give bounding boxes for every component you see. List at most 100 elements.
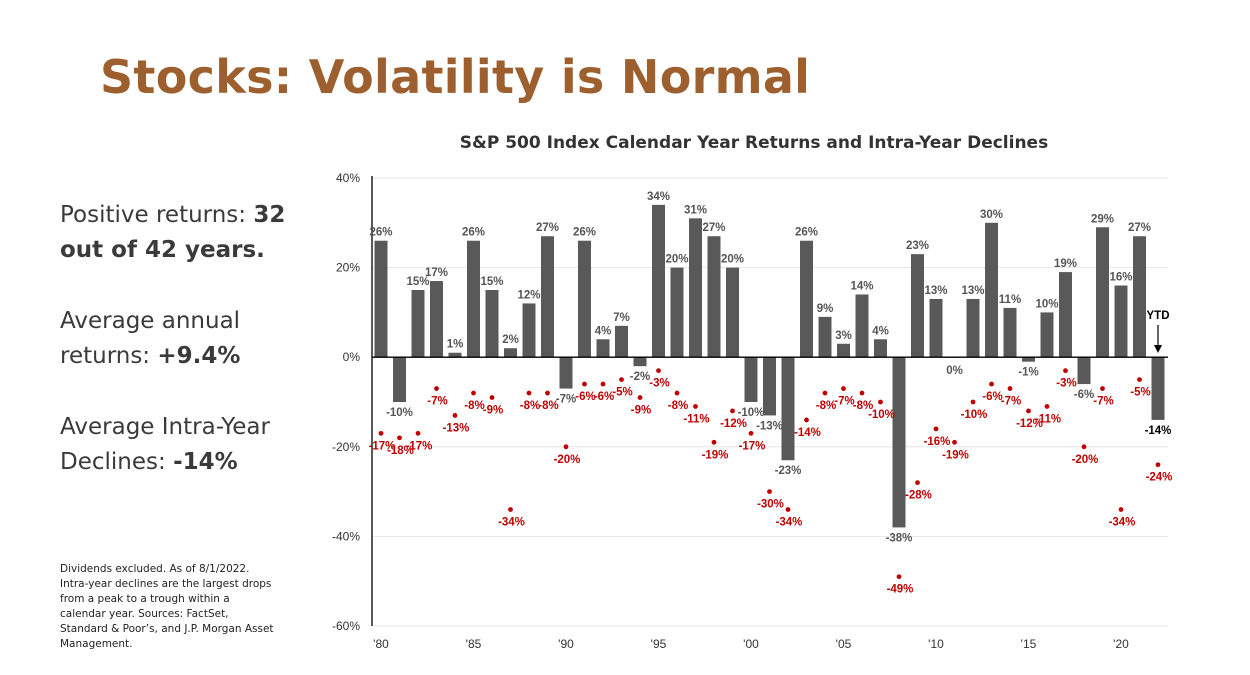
decline-label: -8% [853,400,873,412]
chart-title: S&P 500 Index Calendar Year Returns and … [459,133,1049,153]
decline-label: -8% [538,400,558,412]
return-label: 2% [502,334,519,346]
return-label: 23% [906,240,929,252]
return-label: 30% [980,209,1003,221]
decline-label: -3% [649,378,669,390]
decline-label: -17% [739,440,766,452]
return-bar [1133,236,1146,358]
return-bar [633,357,647,367]
positive-returns-value: 32 out of 42 years. [60,202,286,263]
return-bar [485,290,499,358]
decline-dot [878,399,883,405]
decline-label: -30% [757,499,784,511]
return-label: 13% [924,285,947,297]
return-label: 9% [817,303,834,315]
decline-label: -12% [720,418,747,430]
decline-dot [545,390,550,396]
return-label: 34% [647,191,670,203]
return-label: -10% [738,407,765,419]
decline-label: -6% [594,391,614,403]
return-bar [726,267,739,358]
decline-label: -7% [427,396,447,408]
decline-label: -11% [683,413,709,425]
decline-dot [1137,377,1142,382]
x-tick-label: '90 [558,637,574,651]
decline-label: -34% [1109,517,1136,529]
return-label: -7% [556,394,576,406]
decline-dot [1007,386,1013,391]
decline-label: -6% [982,391,1002,403]
return-label: -14% [1145,425,1172,437]
ytd-label: YTD [1147,310,1170,322]
decline-dot [508,507,513,512]
return-bar [1096,227,1109,358]
decline-label: -18% [387,445,414,457]
decline-dot [970,399,976,405]
y-tick-label: -60% [332,619,360,633]
decline-label: -34% [776,517,803,529]
decline-label: -3% [1056,378,1076,390]
return-label: 26% [462,227,485,239]
return-bar [966,298,980,358]
decline-label: -20% [554,454,581,466]
decline-dot [600,381,606,387]
decline-dot [434,386,439,391]
decline-dot [582,381,587,387]
decline-dot [841,386,846,391]
decline-dot [1044,404,1050,409]
decline-dot [859,390,865,396]
return-bar [504,348,517,358]
return-label: -1% [1018,367,1038,379]
return-bar [411,290,425,358]
decline-dot [656,368,661,374]
decline-label: -28% [905,490,932,502]
x-tick-label: '05 [836,637,852,651]
decline-dot [452,413,458,418]
x-tick-label: '10 [928,637,944,651]
return-label: 4% [872,325,889,337]
decline-label: -8% [520,400,540,412]
return-label: 15% [480,276,503,288]
return-bar [707,236,721,358]
return-bar [892,357,906,528]
stats-panel: Positive returns: 32 out of 42 years. Av… [60,198,320,516]
return-bar [874,339,887,358]
decline-label: -16% [924,436,951,448]
return-label: 31% [684,204,707,216]
return-label: 29% [1091,213,1114,225]
decline-dot [397,435,402,441]
return-label: 11% [999,294,1021,306]
return-label: 13% [961,285,984,297]
return-bar [1040,312,1054,358]
decline-dot [730,408,735,414]
decline-dot [748,430,754,436]
decline-dot [563,444,569,450]
decline-label: -9% [483,405,503,417]
decline-label: -10% [868,409,895,421]
y-tick-label: 0% [343,350,361,364]
average-returns-value: +9.4% [157,343,241,369]
decline-dot [1118,507,1124,512]
return-label: 15% [406,276,429,288]
return-bar [911,254,924,358]
return-bar [818,316,832,358]
return-bar [467,240,480,358]
decline-dot [619,377,624,382]
y-tick-label: 20% [336,261,360,275]
return-bar [1022,357,1035,362]
return-bar [596,339,610,358]
return-bar [615,325,628,358]
decline-label: -8% [668,400,688,412]
decline-dot [989,381,994,387]
y-tick-label: -40% [332,529,360,543]
decline-label: -9% [631,405,651,417]
decline-label: -17% [406,440,433,452]
y-tick-label: 40% [336,171,360,185]
return-label: 20% [721,254,744,266]
return-bar [800,240,813,358]
return-bar [374,240,388,358]
y-tick-label: -20% [332,440,360,454]
return-label: 12% [517,289,540,301]
return-label: 14% [850,280,873,292]
